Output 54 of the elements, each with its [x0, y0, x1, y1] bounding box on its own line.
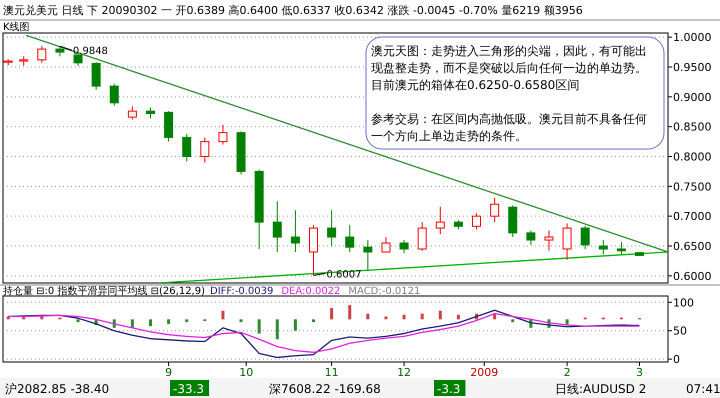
- annotation: 澳元天图：走势进入三角形的尖端，因此，有可能出现盘整走势，而不是突破以后向任何一边的单边势。目前澳元的箱体在0.6250-0.6580区间: [371, 44, 647, 92]
- y-tick-label: 100: [673, 296, 694, 310]
- bar: [402, 314, 406, 320]
- x-tick-label: 2: [564, 366, 571, 379]
- y-tick-label: 0.8500: [673, 120, 712, 134]
- bar: [221, 310, 224, 320]
- text: -33.3: [173, 382, 204, 396]
- bar: [40, 316, 44, 320]
- bar: [167, 319, 170, 324]
- text: -3.3: [437, 382, 460, 396]
- y-tick-label: 0: [673, 353, 680, 366]
- annotation: 0.6007: [326, 269, 362, 280]
- bar: [258, 319, 261, 334]
- y-tick-label: 0.6500: [673, 240, 712, 254]
- bar: [294, 319, 297, 331]
- chart-subtitle: K线图: [3, 21, 30, 33]
- text: 沪2082.85 -38.40: [5, 382, 110, 396]
- bar: [330, 308, 334, 320]
- series-label: MACD:-0.0121: [348, 286, 420, 297]
- chart-title: 澳元兑美元 日线 下 20090302 一 开0.6389 高0.6400 低0.6337 收0.6342 涨跌 -0.0045 -0.70% 量6219 额3956: [3, 4, 583, 17]
- text: 07:41: [686, 382, 720, 396]
- x-tick-label: 10: [239, 366, 254, 379]
- bar: [6, 316, 10, 320]
- bar: [384, 316, 388, 320]
- x-tick-label: 2009: [470, 366, 498, 379]
- text: DIFF:-0.0039: [210, 286, 274, 297]
- bar: [148, 319, 152, 326]
- bar: [420, 314, 424, 320]
- text: 日线:AUDUSD 2: [555, 382, 646, 396]
- line-series: [8, 312, 640, 353]
- y-tick-label: 0.8000: [673, 150, 712, 164]
- x-tick-label: 9: [165, 366, 172, 379]
- bar: [366, 314, 370, 320]
- y-tick-label: 0.9000: [673, 90, 712, 104]
- bar: [276, 319, 279, 340]
- bar: [456, 314, 460, 320]
- text: 深7608.22 -169.68: [269, 382, 381, 396]
- annotation: 参考交易：在区间内高抛低吸。澳元目前不具备任何一个方向上单边走势的条件。: [371, 112, 647, 143]
- chart-title: 持仓量 ⊟:0 指数平滑异同平均线 ⊟(26,12,9): [3, 285, 206, 297]
- x-tick-label: 11: [324, 366, 339, 379]
- y-tick-label: 50: [673, 324, 687, 338]
- annotation: 0.9848: [72, 46, 108, 58]
- x-tick-label: 3: [636, 366, 644, 379]
- text: DEA:0.0022: [281, 286, 340, 297]
- y-tick-label: 0.7500: [673, 180, 712, 194]
- y-tick-label: 1.0000: [673, 31, 712, 44]
- x-tick-label: 12: [397, 366, 412, 379]
- bar: [130, 319, 134, 328]
- y-tick-label: 0.9500: [673, 61, 712, 74]
- bar: [348, 305, 352, 320]
- bar: [438, 310, 442, 320]
- line-series: [8, 310, 640, 358]
- y-tick-label: 0.6000: [673, 270, 712, 283]
- y-tick-label: 0.7000: [673, 210, 712, 224]
